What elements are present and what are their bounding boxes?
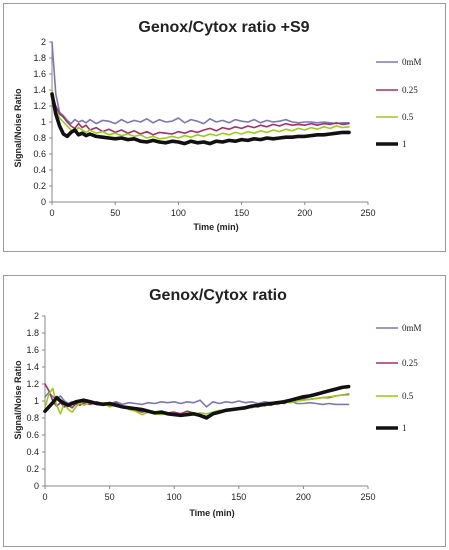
y-tick-label: 1.2: [33, 101, 46, 111]
x-tick-label: 150: [234, 208, 249, 218]
y-tick-label: 1.2: [26, 379, 39, 389]
y-tick-label: 1.8: [26, 328, 39, 338]
y-tick-label: 1: [41, 117, 46, 127]
y-tick-label: 0.2: [33, 181, 46, 191]
x-tick-label: 50: [105, 492, 115, 502]
series-line-1: [51, 93, 350, 136]
y-tick-label: 0.2: [26, 464, 39, 474]
x-axis-title: Time (min): [193, 222, 238, 232]
series-line-2: [51, 89, 350, 140]
chart-panel-no-s9: Genox/Cytox ratio Signal/Noise Ratio Tim…: [3, 275, 446, 547]
x-tick-label: 200: [297, 208, 312, 218]
y-tick-label: 0.6: [26, 430, 39, 440]
chart-panel-s9: Genox/Cytox ratio +S9 Signal/Noise Ratio…: [3, 3, 446, 252]
x-tick-label: 250: [360, 492, 375, 502]
x-tick-label: 50: [110, 208, 120, 218]
y-tick-label: 2: [41, 37, 46, 47]
x-tick-label: 250: [360, 208, 375, 218]
x-tick-label: 0: [42, 492, 47, 502]
y-tick-label: 0: [34, 481, 39, 491]
y-tick-label: 1.6: [26, 345, 39, 355]
y-axis-title-group: Signal/Noise Ratio: [13, 88, 23, 168]
x-tick-label: 0: [49, 208, 54, 218]
chart-s9: Genox/Cytox ratio +S9 Signal/Noise Ratio…: [13, 19, 422, 232]
legend-label: 1: [402, 423, 407, 433]
chart-title: Genox/Cytox ratio +S9: [138, 19, 309, 36]
y-tick-label: 1.4: [33, 85, 46, 95]
x-tick-label: 200: [296, 492, 311, 502]
legend-label: 1: [402, 139, 407, 149]
legend-label: 0mM: [402, 323, 422, 333]
chart-no-s9: Genox/Cytox ratio Signal/Noise Ratio Tim…: [13, 287, 422, 518]
chart-title: Genox/Cytox ratio: [149, 287, 287, 304]
y-tick-label: 0.8: [26, 413, 39, 423]
legend-label: 0.25: [402, 358, 418, 368]
y-tick-label: 0.6: [33, 149, 46, 159]
legend-label: 0.5: [402, 112, 414, 122]
series-line-0: [51, 41, 350, 125]
series-line-3: [43, 384, 351, 420]
y-tick-label: 1.8: [33, 53, 46, 63]
y-tick-label: 0.8: [33, 133, 46, 143]
x-tick-label: 100: [171, 208, 186, 218]
legend-label: 0mM: [402, 57, 422, 67]
y-tick-label: 0.4: [33, 165, 46, 175]
y-tick-label: 2: [34, 311, 39, 321]
y-tick-label: 1.6: [33, 69, 46, 79]
series-line-3: [50, 92, 351, 146]
y-tick-label: 0: [41, 197, 46, 207]
x-tick-label: 150: [231, 492, 246, 502]
y-axis-title: Signal/Noise Ratio: [13, 88, 23, 168]
x-axis-title: Time (min): [189, 508, 234, 518]
y-tick-label: 1: [34, 396, 39, 406]
y-tick-label: 0.4: [26, 447, 39, 457]
legend-label: 0.25: [402, 85, 418, 95]
x-tick-label: 100: [167, 492, 182, 502]
y-axis-title: Signal/Noise Ratio: [13, 360, 23, 440]
y-tick-label: 1.4: [26, 362, 39, 372]
legend-label: 0.5: [402, 391, 414, 401]
y-axis-title-group: Signal/Noise Ratio: [13, 360, 23, 440]
